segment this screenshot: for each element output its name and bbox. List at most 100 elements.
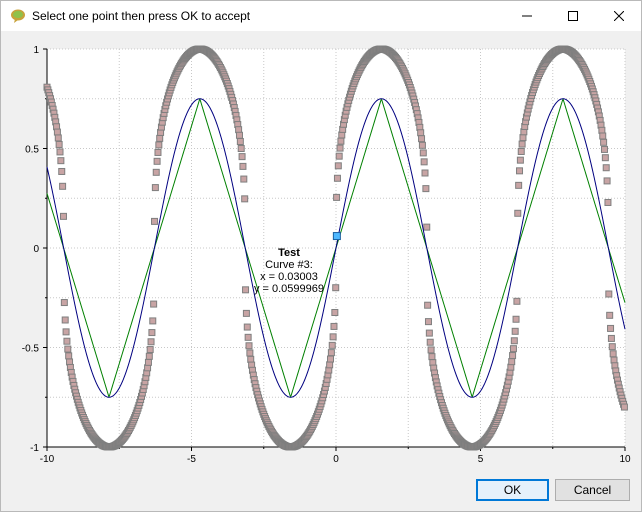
point-tooltip: Test Curve #3: x = 0.03003 y = 0.0599969	[251, 247, 327, 295]
series-3-marker	[607, 334, 615, 342]
series-3-marker	[151, 217, 159, 225]
x-tick-label: 10	[619, 454, 631, 465]
series-3-marker	[509, 352, 517, 360]
series-3-marker	[610, 356, 618, 364]
series-3-marker	[153, 157, 161, 165]
series-3-marker	[519, 134, 527, 142]
series-3-marker	[247, 355, 255, 363]
series-3-marker	[512, 315, 520, 323]
series-3-marker	[243, 323, 251, 331]
series-3-marker	[152, 168, 160, 176]
series-3-marker	[600, 138, 608, 146]
series-3-marker	[146, 346, 154, 354]
title-bar[interactable]: Select one point then press OK to accept	[1, 1, 641, 31]
series-3-marker	[517, 147, 525, 155]
series-3-marker	[56, 148, 64, 156]
series-3-marker	[53, 128, 61, 136]
series-3-marker	[516, 167, 524, 175]
series-3-marker	[510, 337, 518, 345]
series-3-marker	[421, 169, 429, 177]
series-3-marker	[514, 209, 522, 217]
series-3-marker	[236, 137, 244, 145]
minimize-icon	[522, 15, 532, 17]
series-3-marker	[424, 301, 432, 309]
x-tick-label: 0	[333, 454, 339, 465]
series-3-marker	[333, 174, 341, 182]
series-3-marker	[418, 141, 426, 149]
series-3-marker	[330, 322, 338, 330]
series-3-marker	[606, 311, 614, 319]
series-1-line	[46, 98, 626, 398]
series-3-marker	[605, 290, 613, 298]
series-3-marker	[59, 212, 67, 220]
series-3-marker	[599, 132, 607, 140]
series-3-marker	[337, 137, 345, 145]
x-tick-label: -10	[40, 454, 55, 465]
series-3-marker	[331, 308, 339, 316]
series-3-marker	[511, 327, 519, 335]
series-3-marker	[60, 299, 68, 307]
x-tick-label: 5	[478, 454, 484, 465]
y-tick-label: 0	[33, 244, 39, 255]
series-3-marker	[601, 154, 609, 162]
series-3-marker	[244, 333, 252, 341]
series-3-marker	[145, 352, 153, 360]
series-3-marker	[54, 134, 62, 142]
series-3-marker	[242, 286, 250, 294]
series-3-marker	[61, 316, 69, 324]
series-3-marker	[604, 198, 612, 206]
series-3-marker	[241, 195, 249, 203]
series-3-marker	[328, 341, 336, 349]
series-3-marker	[333, 193, 341, 201]
series-3-marker	[334, 162, 342, 170]
series-3-marker	[57, 157, 65, 165]
series-3-marker	[513, 297, 521, 305]
series-3-marker	[239, 162, 247, 170]
series-3-marker	[417, 129, 425, 137]
series-3-marker	[151, 184, 159, 192]
series-3-marker	[420, 158, 428, 166]
series-3-marker	[518, 140, 526, 148]
tooltip-x: x = 0.03003	[260, 271, 318, 283]
series-3-marker	[609, 350, 617, 358]
tooltip-y: y = 0.0599969	[253, 283, 325, 295]
series-3-marker	[607, 324, 615, 332]
series-3-marker	[427, 346, 435, 354]
series-3-marker	[424, 318, 432, 326]
series-3-marker	[55, 140, 63, 148]
series-3-marker	[426, 338, 434, 346]
plot-area[interactable]: -10 -5 0 5 10 1 0.5 0 -0.5 -1	[1, 31, 641, 473]
series-3-marker	[149, 317, 157, 325]
minimize-button[interactable]	[504, 1, 550, 31]
cancel-button[interactable]: Cancel	[555, 479, 630, 501]
close-icon	[614, 11, 624, 21]
series-3-marker	[235, 126, 243, 134]
series-3-marker	[148, 329, 156, 337]
close-button[interactable]	[596, 1, 642, 31]
series-3-marker	[602, 164, 610, 172]
y-tick-label: -0.5	[22, 344, 40, 355]
x-tick-label: -5	[187, 454, 196, 465]
series-3-marker	[144, 358, 152, 366]
series-3-marker	[422, 185, 430, 193]
series-3-marker	[246, 349, 254, 357]
series-3-marker	[156, 134, 164, 142]
series-3-marker	[147, 338, 155, 346]
series-3-marker	[423, 223, 431, 231]
series-3-marker	[332, 284, 340, 292]
series-3-marker	[237, 145, 245, 153]
maximize-button[interactable]	[550, 1, 596, 31]
series-3-marker	[235, 131, 243, 139]
series-3-marker	[336, 144, 344, 152]
series-3-marker	[335, 152, 343, 160]
series-3-marker	[62, 328, 70, 336]
y-tick-label: 1	[33, 45, 39, 56]
app-icon	[10, 8, 26, 24]
tooltip-title: Test	[278, 247, 300, 259]
series-3-marker	[425, 329, 433, 337]
series-3-marker	[245, 342, 253, 350]
series-3-marker	[59, 182, 67, 190]
series-3-marker	[326, 361, 334, 369]
chart[interactable]: -10 -5 0 5 10 1 0.5 0 -0.5 -1	[1, 31, 641, 473]
ok-button[interactable]: OK	[476, 479, 549, 501]
